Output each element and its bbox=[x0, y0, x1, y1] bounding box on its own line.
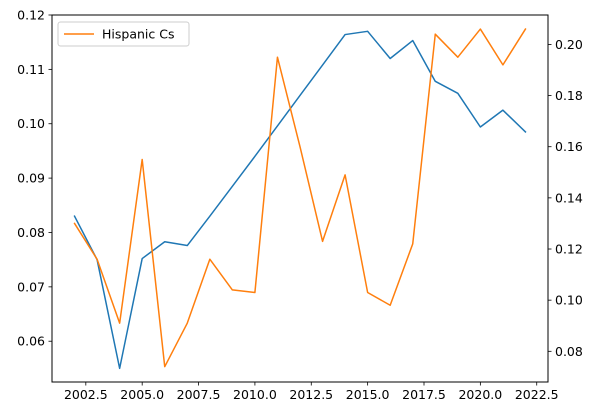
right-y-tick-label: 0.10 bbox=[555, 293, 583, 308]
legend: Hispanic Cs bbox=[57, 21, 190, 47]
legend-frame bbox=[57, 21, 190, 47]
legend-label: Hispanic Cs bbox=[102, 27, 174, 42]
left-y-tick-label: 0.06 bbox=[17, 334, 45, 349]
left-y-tick-label: 0.11 bbox=[17, 62, 45, 77]
plot-frame bbox=[51, 14, 549, 383]
right-y-tick-label: 0.16 bbox=[555, 139, 583, 154]
left-y-tick-label: 0.07 bbox=[17, 279, 45, 294]
x-tick-label: 2020.0 bbox=[458, 387, 502, 402]
x-tick-label: 2010.0 bbox=[233, 387, 277, 402]
right-y-tick-label: 0.18 bbox=[555, 88, 583, 103]
left-y-tick-label: 0.10 bbox=[17, 116, 45, 131]
right-y-tick-label: 0.12 bbox=[555, 242, 583, 257]
x-tick-label: 2015.0 bbox=[346, 387, 390, 402]
x-tick-label: 2007.5 bbox=[177, 387, 221, 402]
x-tick-label: 2022.5 bbox=[515, 387, 559, 402]
right-y-tick-label: 0.14 bbox=[555, 190, 583, 205]
right-y-tick-label: 0.08 bbox=[555, 344, 583, 359]
x-tick-label: 2012.5 bbox=[289, 387, 333, 402]
series-layer bbox=[73, 28, 527, 370]
axes-layer: 2002.5 2005.0 2007.5 2010.0 2012.5 2015.0 2017… bbox=[17, 8, 583, 403]
left-y-tick-label: 0.08 bbox=[17, 225, 45, 240]
left-y-tick-label: 0.09 bbox=[17, 171, 45, 186]
right-y-tick-label: 0.20 bbox=[555, 37, 583, 52]
series-line-1 bbox=[73, 28, 527, 368]
x-tick-label: 2002.5 bbox=[64, 387, 108, 402]
series-line-0 bbox=[73, 30, 527, 370]
left-y-tick-label: 0.12 bbox=[17, 8, 45, 23]
x-tick-label: 2017.5 bbox=[402, 387, 446, 402]
x-tick-label: 2005.0 bbox=[120, 387, 164, 402]
